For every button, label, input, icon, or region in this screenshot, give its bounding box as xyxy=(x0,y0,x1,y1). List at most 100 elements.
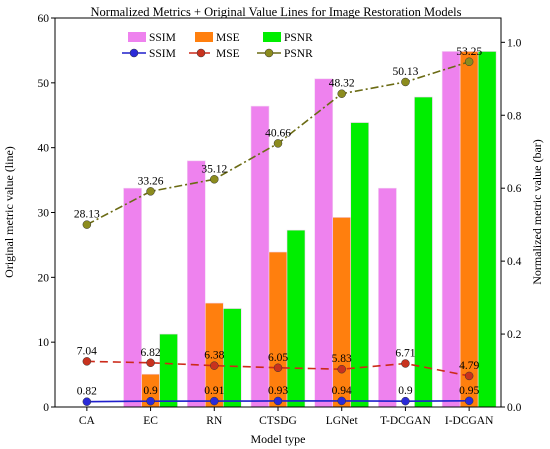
legend-label-line-mse: MSE xyxy=(216,48,240,60)
marker-psnr-i-dcgan xyxy=(464,57,474,67)
x-tick-label-ctsdg: CTSDG xyxy=(259,415,297,427)
marker-ssim-t-dcgan xyxy=(401,396,410,406)
right-tick-label: 1.0 xyxy=(507,37,522,49)
bar-psnr-i-dcgan xyxy=(477,51,497,408)
right-tick-label: 0.8 xyxy=(507,110,522,122)
point-label-psnr-ca: 28.13 xyxy=(74,209,100,221)
point-label-psnr-i-dcgan: 53.25 xyxy=(456,46,482,58)
legend: SSIM MSE PSNR SSIM MSE PSNR xyxy=(122,32,313,60)
legend-label-line-ssim: SSIM xyxy=(149,48,176,60)
bar-psnr-rn xyxy=(222,308,242,408)
marker-ssim-ca xyxy=(82,397,92,406)
x-tick-label-t-dcgan: T-DCGAN xyxy=(380,415,431,427)
bar-mse-lgnet xyxy=(332,217,352,408)
legend-label-bar-ssim: SSIM xyxy=(149,32,176,44)
x-tick-label-ec: EC xyxy=(143,415,158,427)
legend-swatch-bar-psnr xyxy=(263,32,281,42)
point-label-ssim-ca: 0.82 xyxy=(77,386,97,398)
marker-mse-ec xyxy=(146,358,155,368)
left-tick-label: 50 xyxy=(38,78,50,90)
point-label-mse-ca: 7.04 xyxy=(77,345,97,357)
left-y-axis: 0 10 20 30 40 50 60 xyxy=(38,13,55,414)
bar-mse-ctsdg xyxy=(268,251,288,408)
point-label-ssim-rn: 0.91 xyxy=(204,385,224,397)
left-tick-label: 30 xyxy=(38,208,50,220)
legend-swatch-bar-mse xyxy=(195,32,213,42)
marker-ssim-ctsdg xyxy=(273,396,283,406)
left-tick-label: 10 xyxy=(38,337,50,349)
marker-mse-i-dcgan xyxy=(464,371,474,381)
marker-ssim-i-dcgan xyxy=(464,396,474,406)
bar-psnr-ec xyxy=(159,333,178,408)
marker-mse-lgnet xyxy=(337,364,346,374)
bar-psnr-ctsdg xyxy=(286,229,306,408)
right-axis-label: Normalized metric value (bar) xyxy=(530,139,544,285)
bars-layer xyxy=(123,51,497,408)
point-label-psnr-ec: 33.26 xyxy=(138,175,164,187)
marker-mse-ca xyxy=(82,357,92,366)
point-label-ssim-ec: 0.9 xyxy=(143,385,158,397)
legend-marker-mse xyxy=(196,48,206,58)
legend-marker-psnr xyxy=(264,48,274,58)
legend-label-bar-psnr: PSNR xyxy=(284,32,313,44)
point-label-mse-rn: 6.38 xyxy=(204,350,224,362)
marker-psnr-ca xyxy=(82,220,92,229)
point-label-mse-ec: 6.82 xyxy=(141,347,161,359)
point-label-ssim-t-dcgan: 0.9 xyxy=(398,385,413,397)
marker-ssim-lgnet xyxy=(337,396,346,406)
left-tick-label: 60 xyxy=(38,13,50,25)
marker-psnr-ec xyxy=(146,187,155,196)
bar-ssim-ec xyxy=(123,187,142,408)
x-tick-label-rn: RN xyxy=(206,415,223,427)
point-label-mse-i-dcgan: 4.79 xyxy=(459,360,479,372)
lines-layer xyxy=(82,57,474,406)
legend-label-line-psnr: PSNR xyxy=(284,48,313,60)
bar-mse-i-dcgan xyxy=(459,51,479,408)
point-label-ssim-ctsdg: 0.93 xyxy=(268,385,288,397)
right-tick-label: 0.0 xyxy=(507,402,522,414)
point-labels-layer: 0.82 0.9 0.91 0.93 0.94 0.9 0.95 7.04 6.82 6.38 6.… xyxy=(74,46,482,398)
right-tick-label: 0.6 xyxy=(507,183,522,195)
legend-swatch-bar-ssim xyxy=(128,32,146,42)
point-label-mse-ctsdg: 6.05 xyxy=(268,352,288,364)
x-tick-label-i-dcgan: I-DCGAN xyxy=(445,415,494,427)
x-tick-label-ca: CA xyxy=(79,415,96,427)
left-tick-label: 40 xyxy=(38,143,50,155)
point-label-mse-lgnet: 5.83 xyxy=(332,353,352,365)
marker-psnr-ctsdg xyxy=(273,139,283,148)
marker-psnr-lgnet xyxy=(337,89,346,98)
right-y-axis: 0.0 0.2 0.4 0.6 0.8 1.0 xyxy=(501,37,522,414)
right-tick-label: 0.4 xyxy=(507,256,522,268)
left-tick-label: 0 xyxy=(43,402,49,414)
bar-ssim-lgnet xyxy=(314,78,334,408)
marker-mse-ctsdg xyxy=(273,363,283,373)
point-label-psnr-t-dcgan: 50.13 xyxy=(392,66,418,78)
point-label-psnr-rn: 35.12 xyxy=(201,163,227,175)
point-label-ssim-lgnet: 0.94 xyxy=(332,385,352,397)
marker-mse-t-dcgan xyxy=(401,359,410,368)
point-label-ssim-i-dcgan: 0.95 xyxy=(459,385,479,397)
bar-ssim-ctsdg xyxy=(250,105,270,408)
point-label-psnr-ctsdg: 40.66 xyxy=(265,127,291,139)
marker-ssim-ec xyxy=(146,396,155,406)
bar-psnr-lgnet xyxy=(350,122,370,408)
bar-ssim-i-dcgan xyxy=(441,51,461,408)
marker-mse-rn xyxy=(210,361,219,370)
marker-ssim-rn xyxy=(210,396,219,406)
point-label-psnr-lgnet: 48.32 xyxy=(329,78,355,90)
bar-ssim-t-dcgan xyxy=(378,187,397,408)
left-tick-label: 20 xyxy=(38,272,50,284)
legend-marker-ssim xyxy=(129,48,139,58)
x-axis-label: Model type xyxy=(251,432,306,446)
chart-title: Normalized Metrics + Original Value Line… xyxy=(91,5,462,19)
right-tick-label: 0.2 xyxy=(507,329,522,341)
marker-psnr-t-dcgan xyxy=(401,77,410,87)
x-tick-label-lgnet: LGNet xyxy=(326,415,359,427)
marker-psnr-rn xyxy=(210,175,219,184)
bar-ssim-rn xyxy=(186,160,206,408)
legend-label-bar-mse: MSE xyxy=(216,32,240,44)
point-label-mse-t-dcgan: 6.71 xyxy=(395,347,415,359)
x-axis: CA EC RN CTSDG LGNet T-DCGAN I-DCGAN xyxy=(79,407,494,427)
bar-psnr-t-dcgan xyxy=(414,96,433,408)
